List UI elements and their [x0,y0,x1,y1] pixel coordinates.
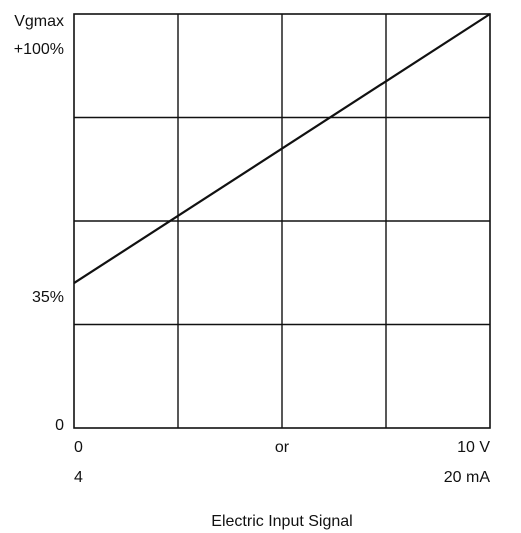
y-mid-label: 35% [32,289,64,306]
y-bottom-label: 0 [55,417,64,434]
x-right-label-line1: 10 V [457,439,490,456]
series-line [73,13,491,285]
x-right-label-line2: 20 mA [444,469,491,486]
y-top-label-line2: +100% [14,41,64,58]
x-left-label-line2: 4 [74,469,83,486]
plot-frame [73,13,491,429]
x-axis-title: Electric Input Signal [211,513,352,530]
y-top-label-line1: Vgmax [14,13,64,30]
x-left-label-line1: 0 [74,439,83,456]
x-mid-label: or [275,439,290,456]
grid [74,14,490,428]
